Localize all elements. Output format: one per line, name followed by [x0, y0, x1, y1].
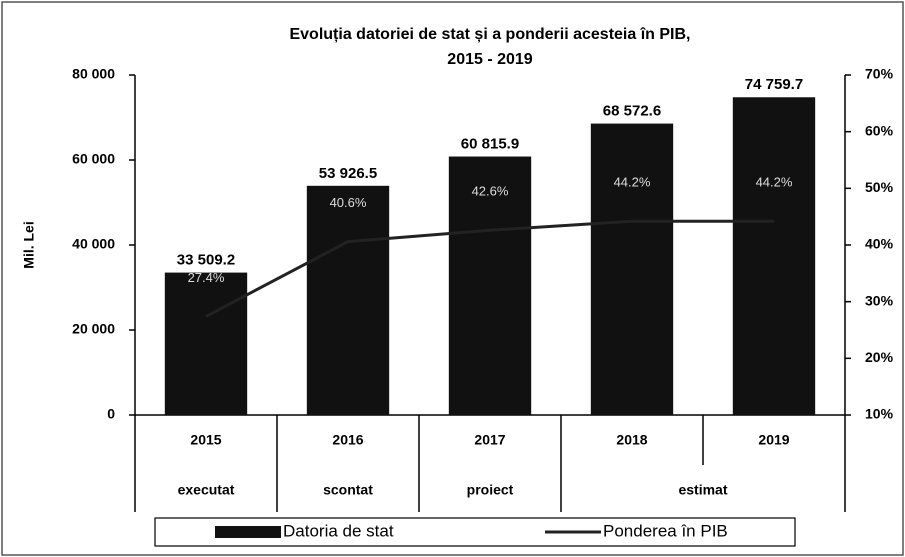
group-label: executat	[178, 482, 235, 498]
y-tick-label: 20 000	[72, 321, 115, 337]
bar-value-label: 60 815.9	[461, 136, 519, 153]
x-tick-label: 2016	[332, 432, 363, 448]
chart-title: Evoluția datoriei de stat și a ponderii …	[289, 26, 690, 43]
y2-tick-label: 10%	[865, 406, 894, 422]
bar	[306, 185, 390, 415]
y-tick-label: 40 000	[72, 236, 115, 252]
bar-value-label: 68 572.6	[603, 103, 661, 120]
x-tick-label: 2019	[758, 432, 789, 448]
y2-tick-label: 30%	[865, 292, 894, 308]
line-value-label: 27.4%	[188, 270, 225, 285]
legend-label: Ponderea în PIB	[603, 521, 728, 540]
bar	[732, 97, 816, 416]
legend-swatch	[215, 526, 281, 538]
line-value-label: 44.2%	[614, 175, 651, 190]
x-tick-label: 2017	[474, 432, 505, 448]
line-value-label: 42.6%	[472, 184, 509, 199]
y-tick-label: 80 000	[72, 66, 115, 82]
y-tick-label: 0	[107, 406, 115, 422]
bar-value-label: 53 926.5	[319, 165, 377, 182]
x-tick-label: 2018	[616, 432, 647, 448]
x-tick-label: 2015	[190, 432, 221, 448]
y-tick-label: 60 000	[72, 151, 115, 167]
legend-label: Datoria de stat	[283, 521, 394, 540]
y2-tick-label: 70%	[865, 66, 894, 82]
group-label: estimat	[678, 482, 727, 498]
line-value-label: 40.6%	[330, 195, 367, 210]
bar-value-label: 33 509.2	[177, 252, 235, 269]
y2-tick-label: 50%	[865, 179, 894, 195]
bar	[448, 156, 532, 416]
y2-tick-label: 20%	[865, 349, 894, 365]
bar-value-label: 74 759.7	[745, 76, 803, 93]
line	[205, 219, 774, 318]
bar	[164, 272, 248, 415]
y2-tick-label: 60%	[865, 122, 894, 138]
group-label: proiect	[467, 482, 514, 498]
line-value-label: 44.2%	[756, 175, 793, 190]
bar	[590, 123, 674, 415]
y-axis-label: Mil. Lei	[21, 221, 37, 268]
group-label: scontat	[323, 482, 373, 498]
y2-tick-label: 40%	[865, 236, 894, 252]
chart-title: 2015 - 2019	[447, 51, 533, 68]
